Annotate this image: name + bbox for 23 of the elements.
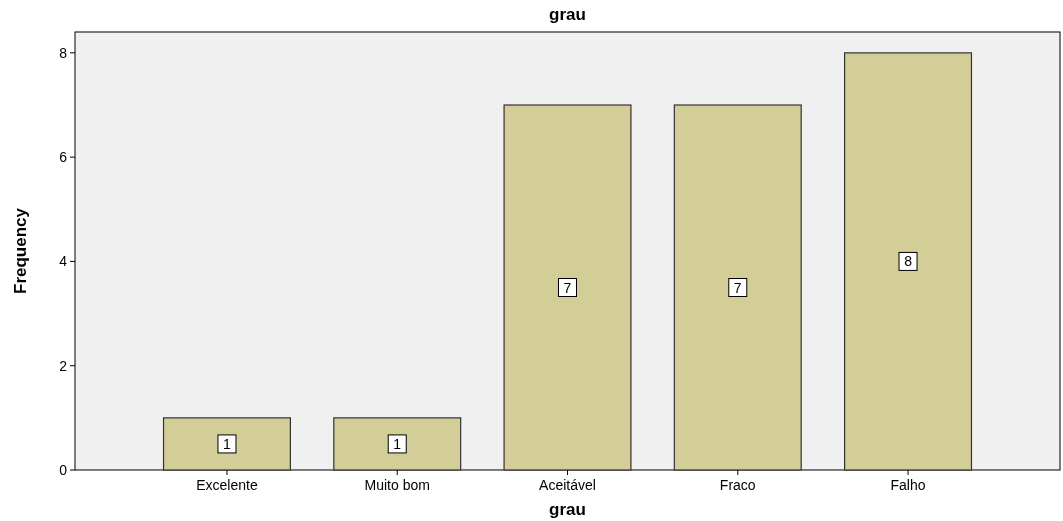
data-label: 1 xyxy=(223,435,232,452)
y-tick-label: 6 xyxy=(59,149,68,166)
bar xyxy=(844,52,973,471)
bar xyxy=(162,417,291,471)
y-tick-label: 4 xyxy=(59,253,68,270)
y-tick-label: 0 xyxy=(59,462,68,478)
bar xyxy=(333,417,462,471)
data-label: 7 xyxy=(733,279,742,296)
y-tick-label: 2 xyxy=(59,357,68,374)
bar xyxy=(673,104,802,471)
y-axis-title: Frequency xyxy=(11,207,30,294)
x-tick-label: Fraco xyxy=(719,477,756,493)
x-tick-label: Excelente xyxy=(196,477,258,493)
data-label: 8 xyxy=(904,253,913,270)
y-tick-label: 8 xyxy=(59,44,68,61)
chart-title: grau xyxy=(549,5,586,24)
x-tick-label: Aceitável xyxy=(539,477,596,493)
x-tick-label: Falho xyxy=(890,477,926,493)
data-label: 1 xyxy=(393,435,402,452)
x-tick-label: Muito bom xyxy=(364,477,430,493)
bar xyxy=(503,104,632,471)
x-axis-title: grau xyxy=(549,500,586,519)
data-label: 7 xyxy=(563,279,572,296)
